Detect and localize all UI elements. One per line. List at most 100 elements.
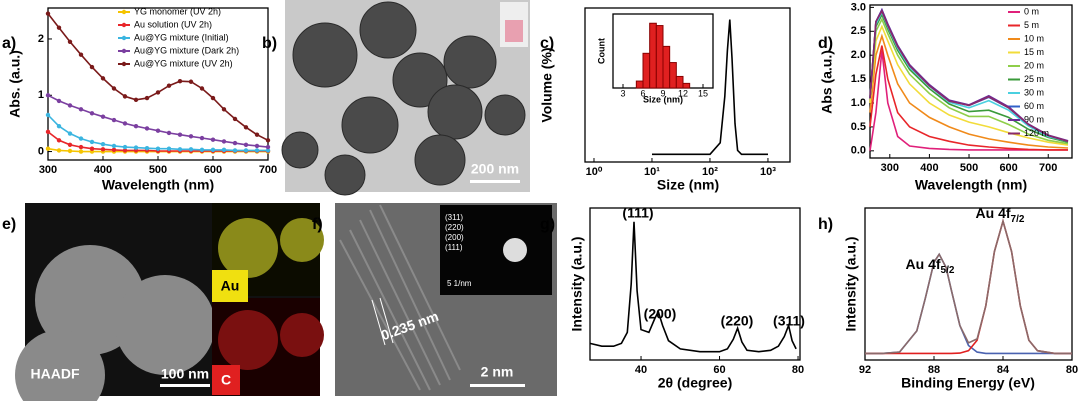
histogram-bar: [675, 75, 684, 89]
data-point: [221, 107, 227, 112]
y-tick-label: 1.5: [851, 73, 866, 85]
data-line: [869, 45, 1068, 151]
data-point: [111, 143, 117, 149]
data-line: [652, 19, 768, 156]
legend-label: Au@YG mixture (Dark 2h): [134, 45, 239, 55]
data-point: [188, 79, 194, 84]
x-tick-label: 88: [928, 364, 940, 376]
data-point: [199, 135, 205, 141]
data-point: [177, 78, 183, 84]
annotation: Au 4f7/2: [976, 205, 1025, 225]
legend-label: 25 m: [1024, 74, 1044, 84]
y-tick-label: 0: [38, 145, 44, 157]
data-point: [166, 146, 172, 151]
data-line: [865, 218, 1072, 355]
data-point: [210, 137, 216, 142]
panel-label: f): [312, 216, 323, 233]
data-point: [188, 134, 194, 139]
data-line: [869, 33, 1069, 149]
data-point: [89, 139, 95, 145]
x-tick-label: 400: [94, 164, 112, 176]
data-point: [122, 144, 128, 150]
annotation-text: Au 4f: [906, 256, 941, 272]
annotation-subscript: 5/2: [941, 265, 955, 276]
data-point: [111, 117, 117, 123]
x-tick-label: 9: [660, 88, 665, 98]
annotation: (220): [721, 313, 754, 329]
data-point: [89, 64, 95, 70]
histogram-bar: [649, 22, 657, 89]
y-tick-label: 2.0: [851, 49, 866, 61]
x-tick-label: 10¹: [644, 166, 660, 178]
data-point: [78, 136, 84, 141]
data-point: [265, 144, 271, 150]
data-point: [199, 86, 205, 91]
legend-label: Au@YG mixture (Initial): [134, 32, 229, 42]
hrtem-image: [335, 203, 557, 396]
legend-label: 90 m: [1024, 114, 1044, 124]
x-tick-label: 400: [920, 162, 938, 174]
legend-marker: [121, 35, 127, 41]
x-tick-label: 6: [640, 88, 645, 98]
data-line: [869, 17, 1069, 145]
y-tick-label: 2.5: [851, 25, 866, 37]
data-point: [265, 138, 271, 143]
histogram-bar: [635, 80, 644, 89]
x-tick-label: 600: [204, 164, 222, 176]
data-point: [243, 148, 249, 153]
histogram-bar: [662, 45, 671, 89]
x-tick-label: 10²: [702, 166, 718, 178]
image-tag: HAADF: [31, 366, 80, 382]
data-point: [45, 93, 51, 98]
y-axis-label: Abs. (a.u.): [7, 50, 23, 118]
data-point: [221, 147, 227, 153]
data-point: [166, 83, 172, 88]
tem-image: [281, 0, 530, 196]
histogram-bar: [655, 25, 664, 89]
data-point: [254, 132, 260, 137]
plot-frame: [584, 7, 791, 163]
histogram-bar: [682, 82, 691, 89]
x-tick-label: 10³: [760, 166, 776, 178]
x-tick-label: 300: [39, 164, 57, 176]
data-point: [155, 146, 161, 151]
y-axis-label: Volume (%): [539, 47, 555, 122]
data-point: [122, 148, 128, 153]
data-point: [67, 148, 73, 154]
data-point: [100, 114, 106, 119]
panel-label: b): [262, 35, 277, 52]
data-point: [177, 147, 183, 152]
data-point: [254, 143, 260, 149]
plane-label: (311): [445, 213, 463, 222]
data-point: [67, 103, 73, 108]
data-point: [78, 149, 84, 154]
data-point: [45, 11, 51, 16]
legend-label: 30 m: [1024, 87, 1044, 97]
data-point: [232, 148, 238, 153]
data-line: [869, 9, 1069, 143]
data-line: [865, 252, 1072, 355]
data-point: [210, 147, 216, 153]
plane-label: (111): [445, 243, 463, 252]
x-tick-label: 10⁰: [586, 166, 603, 178]
data-point: [133, 97, 139, 102]
data-point: [265, 148, 271, 153]
panel-label: c): [540, 35, 554, 52]
plane-label: (200): [445, 233, 464, 242]
data-point: [67, 39, 73, 44]
data-point: [100, 147, 106, 152]
haadf-image: [15, 203, 324, 401]
data-line: [869, 12, 1069, 143]
data-point: [221, 139, 227, 144]
data-point: [232, 140, 238, 146]
annotation-subscript: 7/2: [1011, 214, 1025, 225]
data-point: [199, 147, 205, 153]
annotation-text: Au 4f: [976, 205, 1011, 221]
legend-marker: [121, 9, 127, 15]
data-point: [67, 142, 73, 147]
x-tick-label: 60: [713, 364, 725, 376]
y-tick-label: 2: [38, 33, 44, 45]
data-point: [122, 94, 128, 99]
data-point: [45, 129, 51, 135]
